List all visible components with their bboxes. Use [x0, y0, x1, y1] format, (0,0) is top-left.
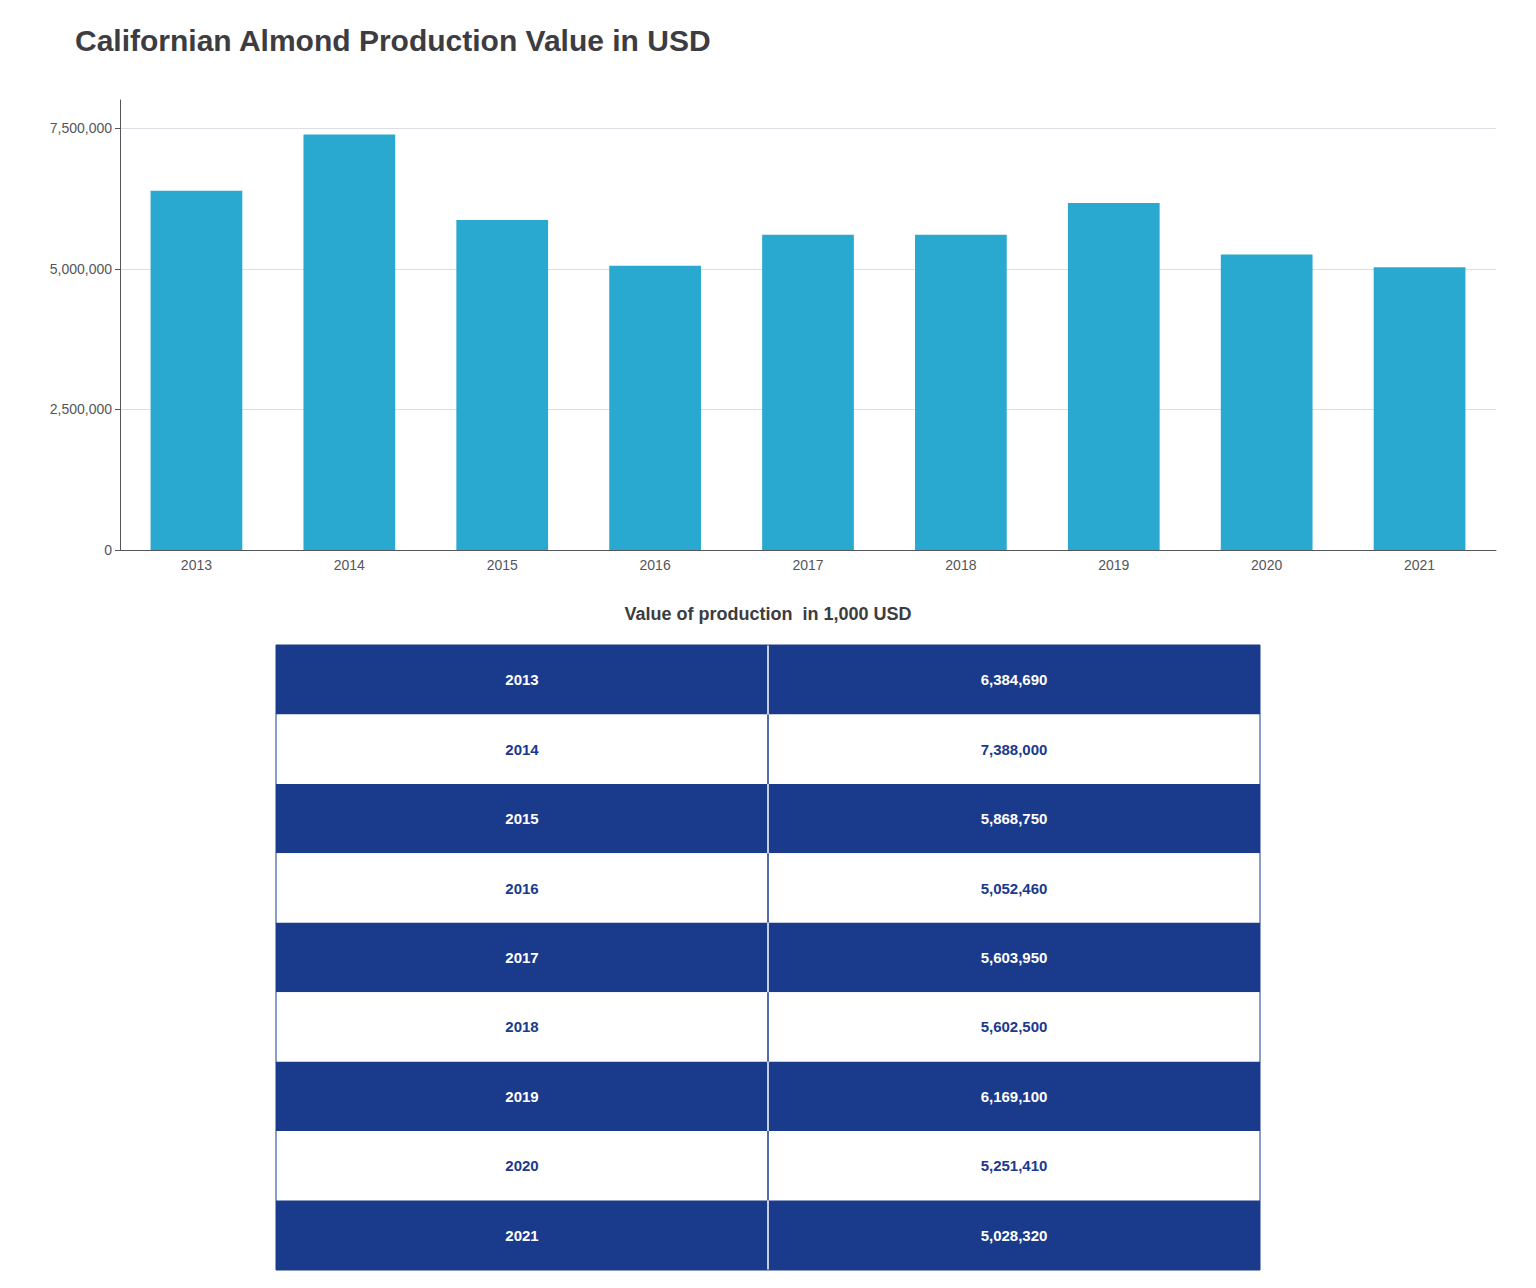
- svg-text:2014: 2014: [334, 557, 365, 573]
- svg-text:6,169,100: 6,169,100: [981, 1088, 1048, 1105]
- svg-text:2014: 2014: [505, 741, 539, 758]
- svg-text:2017: 2017: [792, 557, 823, 573]
- svg-text:5,052,460: 5,052,460: [981, 880, 1048, 897]
- svg-text:2020: 2020: [505, 1157, 538, 1174]
- svg-text:2016: 2016: [505, 880, 538, 897]
- svg-text:2,500,000: 2,500,000: [50, 401, 112, 417]
- svg-text:5,028,320: 5,028,320: [981, 1227, 1048, 1244]
- svg-text:5,000,000: 5,000,000: [50, 261, 112, 277]
- svg-text:2015: 2015: [505, 810, 538, 827]
- svg-text:Value of production in 1,000: Value of production in 1,000 USD: [624, 604, 911, 624]
- svg-text:5,251,410: 5,251,410: [981, 1157, 1048, 1174]
- svg-text:2020: 2020: [1251, 557, 1282, 573]
- svg-text:7,388,000: 7,388,000: [981, 741, 1048, 758]
- svg-text:2021: 2021: [1404, 557, 1435, 573]
- svg-text:5,602,500: 5,602,500: [981, 1018, 1048, 1035]
- svg-text:0: 0: [104, 542, 112, 558]
- svg-text:2019: 2019: [1098, 557, 1129, 573]
- svg-text:2019: 2019: [505, 1088, 538, 1105]
- svg-text:2016: 2016: [640, 557, 671, 573]
- svg-text:6,384,690: 6,384,690: [981, 671, 1048, 688]
- svg-text:2017: 2017: [505, 949, 538, 966]
- svg-text:2013: 2013: [505, 671, 538, 688]
- svg-text:2013: 2013: [181, 557, 212, 573]
- svg-text:Californian Almond Production: Californian Almond Production Value in U…: [75, 24, 711, 57]
- svg-text:2021: 2021: [505, 1227, 538, 1244]
- svg-text:2015: 2015: [487, 557, 518, 573]
- svg-text:5,868,750: 5,868,750: [981, 810, 1048, 827]
- svg-text:2018: 2018: [505, 1018, 538, 1035]
- svg-text:2018: 2018: [945, 557, 976, 573]
- svg-text:5,603,950: 5,603,950: [981, 949, 1048, 966]
- svg-text:7,500,000: 7,500,000: [50, 120, 112, 136]
